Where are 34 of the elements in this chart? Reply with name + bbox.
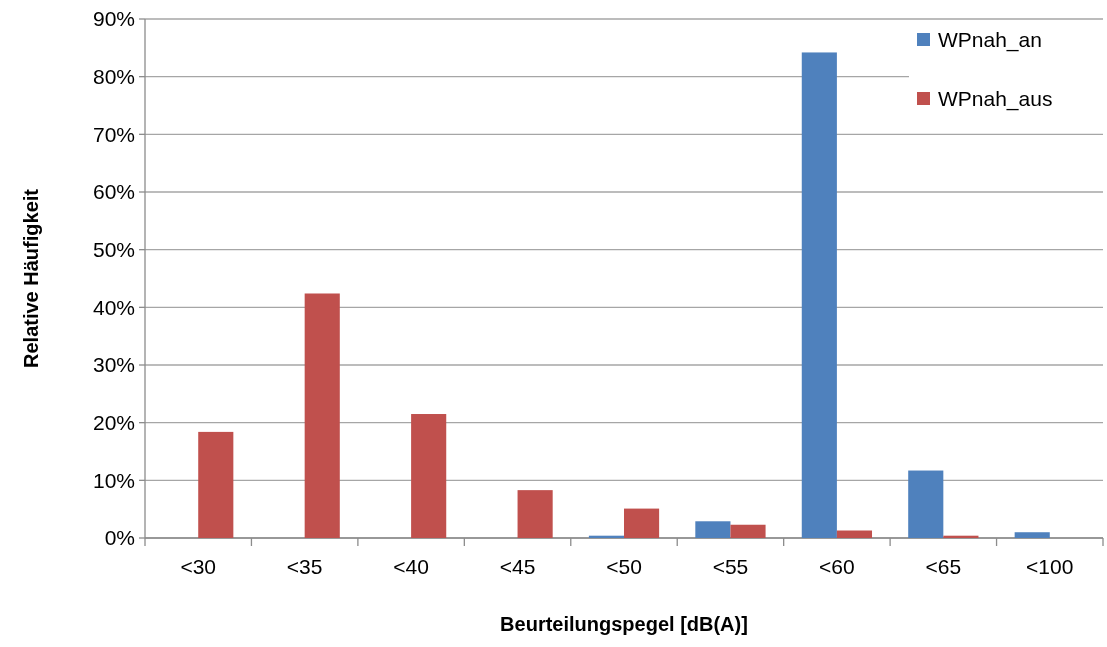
y-tick-label: 70% [92,122,135,146]
x-tick-label: <45 [499,555,536,578]
bar [304,293,340,538]
y-axis-title: Relative Häufigkeit [20,188,42,368]
bar [836,530,873,538]
bar [908,470,944,538]
y-tick-label: 0% [104,526,135,550]
x-tick-label: <60 [819,555,855,578]
bar [730,524,766,538]
legend-label: WPnah_an [938,28,1042,53]
bar [695,521,731,538]
x-tick-label: <40 [393,555,429,578]
y-tick-label: 30% [92,353,135,377]
x-tick-label: <35 [286,555,323,578]
x-tick-label: <65 [925,555,962,578]
y-tick-label: 10% [92,468,135,492]
y-tick-label: 50% [92,238,135,262]
x-tick-label: <100 [1026,555,1074,578]
bar [801,52,837,538]
x-tick-label: <30 [180,555,217,578]
y-tick-label: 20% [92,411,135,435]
x-axis-title: Beurteilungspegel [dB(A)] [500,613,748,635]
bar [517,490,553,538]
bar [198,431,234,538]
bar [411,414,447,538]
y-tick-label: 90% [92,7,135,31]
x-tick-label: <50 [606,555,642,578]
x-tick-label: <55 [712,555,749,578]
y-tick-label: 80% [92,65,135,89]
y-tick-label: 60% [92,180,135,204]
legend-label: WPnah_aus [938,87,1053,112]
bar [624,508,660,538]
bar [1014,532,1050,538]
y-tick-label: 40% [92,295,135,319]
